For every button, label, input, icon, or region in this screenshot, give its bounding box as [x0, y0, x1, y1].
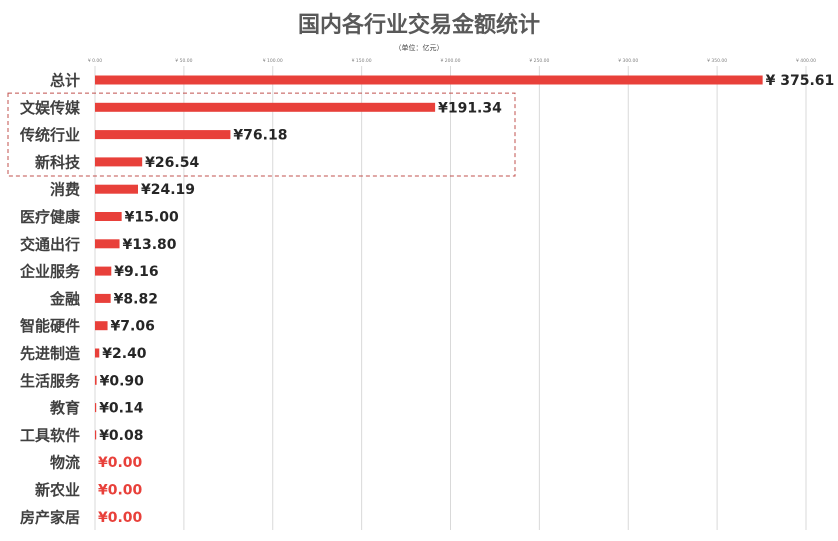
category-label: 生活服务	[20, 372, 81, 390]
category-label: 物流	[50, 454, 80, 472]
category-label: 新农业	[35, 481, 80, 499]
value-label: ¥76.18	[233, 128, 287, 144]
category-label: 文娱传媒	[20, 99, 81, 117]
value-label: ¥7.06	[111, 319, 155, 335]
bar	[95, 403, 97, 413]
value-label: ¥191.34	[438, 100, 502, 116]
x-tick-label: ¥ 0.00	[88, 58, 102, 64]
category-label: 金融	[49, 290, 80, 308]
bar	[95, 102, 436, 112]
bar	[95, 293, 111, 303]
value-label: ¥0.00	[98, 483, 143, 499]
category-labels: 总计文娱传媒传统行业新科技消费医疗健康交通出行企业服务金融智能硬件先进制造生活服…	[19, 72, 81, 527]
x-tick-label: ¥ 250.00	[529, 58, 549, 64]
value-label: ¥0.08	[99, 428, 143, 444]
category-label: 企业服务	[19, 263, 81, 281]
gridlines	[94, 66, 807, 530]
category-label: 新科技	[35, 153, 81, 171]
category-label: 传统行业	[19, 126, 80, 144]
bar	[95, 430, 97, 440]
bar	[95, 239, 120, 249]
value-label: ¥0.00	[98, 510, 143, 526]
chart-title: 国内各行业交易金额统计	[298, 12, 540, 38]
bar	[95, 157, 143, 167]
highlight-box	[7, 92, 516, 177]
category-label: 工具软件	[20, 426, 80, 444]
value-label: ¥2.40	[102, 346, 147, 362]
bar	[95, 75, 763, 85]
category-label: 房产家居	[20, 508, 80, 526]
value-label: ¥15.00	[125, 210, 179, 226]
category-label: 先进制造	[20, 345, 80, 363]
x-tick-label: ¥ 150.00	[352, 58, 372, 64]
bar	[95, 375, 97, 385]
x-tick-label: ¥ 400.00	[796, 58, 816, 64]
bar	[95, 212, 122, 221]
chart-subtitle: （单位：亿元）	[395, 43, 444, 52]
bar	[95, 184, 138, 194]
category-label: 交通出行	[20, 235, 80, 253]
bar	[95, 348, 100, 358]
category-label: 智能硬件	[20, 317, 80, 335]
bars	[95, 75, 763, 440]
value-label: ¥0.90	[100, 373, 145, 389]
x-tick-label: ¥ 350.00	[707, 58, 727, 64]
bar	[95, 130, 231, 140]
value-label: ¥9.16	[114, 264, 158, 280]
x-tick-label: ¥ 300.00	[618, 58, 638, 64]
bar	[95, 321, 108, 331]
value-label: ¥26.54	[145, 155, 199, 171]
value-labels: ¥ 375.61 ¥191.34 ¥76.18 ¥26.54 ¥24.19 ¥15.00 ¥…	[98, 73, 834, 526]
category-label: 总计	[50, 72, 80, 90]
x-axis-ticks: ¥ 0.00 ¥ 50.00 ¥ 100.00 ¥ 150.00 ¥ 200.00 ¥ 2…	[88, 58, 816, 64]
value-label: ¥0.14	[99, 401, 144, 417]
category-label: 消费	[50, 181, 80, 199]
value-label: ¥ 375.61	[766, 73, 835, 89]
x-tick-label: ¥ 200.00	[440, 58, 460, 64]
value-label: ¥13.80	[123, 237, 177, 253]
bar	[95, 266, 112, 276]
category-label: 医疗健康	[20, 208, 81, 226]
value-label: ¥8.82	[114, 291, 158, 307]
x-tick-label: ¥ 100.00	[263, 58, 283, 64]
category-label: 教育	[49, 399, 80, 417]
value-label: ¥0.00	[98, 455, 143, 471]
x-tick-label: ¥ 50.00	[175, 58, 192, 64]
value-label: ¥24.19	[141, 182, 195, 198]
